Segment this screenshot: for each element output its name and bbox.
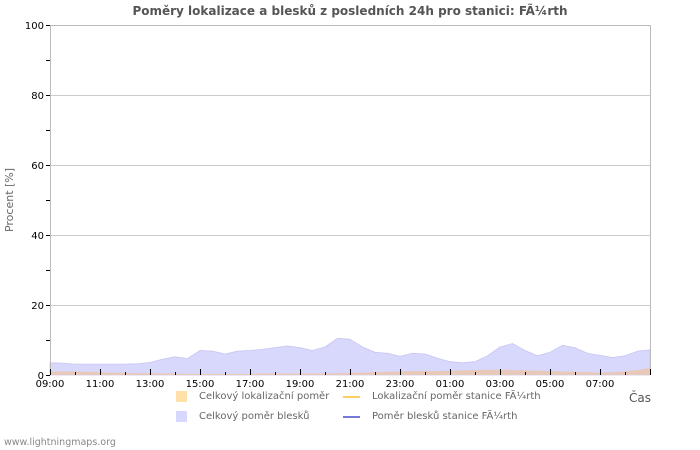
legend-label: Poměr blesků stanice FÃ¼rth <box>372 411 518 422</box>
legend-swatch-orange-line <box>343 395 360 398</box>
svg-text:07:00: 07:00 <box>586 379 615 390</box>
total-lightning-ratio-area <box>49 337 651 376</box>
legend-swatch-blue-area <box>176 411 187 422</box>
svg-text:60: 60 <box>31 161 44 172</box>
legend-item-total-localization-ratio: Celkový lokalizační poměr <box>176 391 329 402</box>
svg-text:40: 40 <box>31 231 44 242</box>
x-axis-ticks: 09:00 11:00 13:00 15:00 17:00 19:00 21:00 23:00… <box>36 369 651 390</box>
legend-item-total-lightning-ratio: Celkový poměr blesků <box>176 411 309 422</box>
footer-credit: www.lightningmaps.org <box>4 437 116 448</box>
svg-text:17:00: 17:00 <box>236 379 265 390</box>
legend-label: Celkový lokalizační poměr <box>199 391 330 402</box>
legend-swatch-blue-line <box>343 415 360 418</box>
y-axis-label: Procent [%] <box>3 168 16 232</box>
svg-text:19:00: 19:00 <box>286 379 315 390</box>
svg-text:11:00: 11:00 <box>86 379 115 390</box>
x-axis-label: Čas <box>629 391 651 405</box>
svg-text:20: 20 <box>31 301 44 312</box>
legend-label: Lokalizační poměr stanice FÃ¼rth <box>372 391 541 402</box>
svg-text:23:00: 23:00 <box>386 379 415 390</box>
svg-text:05:00: 05:00 <box>536 379 565 390</box>
legend-label: Celkový poměr blesků <box>199 411 310 422</box>
svg-text:21:00: 21:00 <box>336 379 365 390</box>
svg-text:15:00: 15:00 <box>186 379 215 390</box>
svg-text:100: 100 <box>25 21 44 32</box>
svg-text:13:00: 13:00 <box>136 379 165 390</box>
legend-item-station-lightning-ratio: Poměr blesků stanice FÃ¼rth <box>343 411 517 422</box>
legend-item-station-localization-ratio: Lokalizační poměr stanice FÃ¼rth <box>343 391 541 402</box>
svg-text:01:00: 01:00 <box>436 379 465 390</box>
axes <box>50 25 651 375</box>
legend-swatch-orange-area <box>176 391 187 402</box>
svg-text:0: 0 <box>38 371 44 382</box>
y-axis-ticks: 0 20 40 60 80 100 <box>25 21 50 382</box>
svg-text:03:00: 03:00 <box>486 379 515 390</box>
svg-text:80: 80 <box>31 91 44 102</box>
grid-lines <box>50 25 650 306</box>
svg-text:09:00: 09:00 <box>36 379 65 390</box>
chart-title: Poměry lokalizace a blesků z posledních … <box>132 4 568 18</box>
